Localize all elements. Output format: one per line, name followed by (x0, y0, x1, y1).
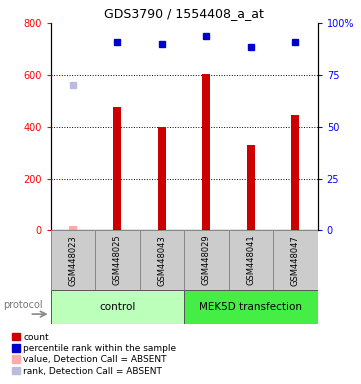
Bar (158, 127, 166, 230)
Text: protocol: protocol (4, 300, 43, 310)
FancyBboxPatch shape (184, 230, 229, 290)
Text: GSM448025: GSM448025 (113, 235, 122, 285)
Text: GSM448029: GSM448029 (202, 235, 211, 285)
Text: control: control (99, 302, 135, 312)
Text: GSM448041: GSM448041 (247, 235, 255, 285)
Bar (113, 107, 121, 230)
Text: GSM448043: GSM448043 (157, 235, 166, 286)
Text: GSM448047: GSM448047 (291, 235, 300, 286)
Legend: count, percentile rank within the sample, value, Detection Call = ABSENT, rank, : count, percentile rank within the sample… (12, 333, 177, 376)
FancyBboxPatch shape (140, 230, 184, 290)
FancyBboxPatch shape (184, 290, 318, 324)
FancyBboxPatch shape (95, 230, 140, 290)
Title: GDS3790 / 1554408_a_at: GDS3790 / 1554408_a_at (104, 7, 264, 20)
Text: MEK5D transfection: MEK5D transfection (199, 302, 303, 312)
FancyBboxPatch shape (51, 290, 184, 324)
Bar (291, 115, 299, 230)
FancyBboxPatch shape (51, 230, 95, 290)
FancyBboxPatch shape (229, 230, 273, 290)
Bar (69, 226, 77, 230)
Text: GSM448023: GSM448023 (68, 235, 77, 286)
FancyBboxPatch shape (273, 230, 318, 290)
Bar (247, 145, 255, 230)
Bar (203, 74, 210, 230)
